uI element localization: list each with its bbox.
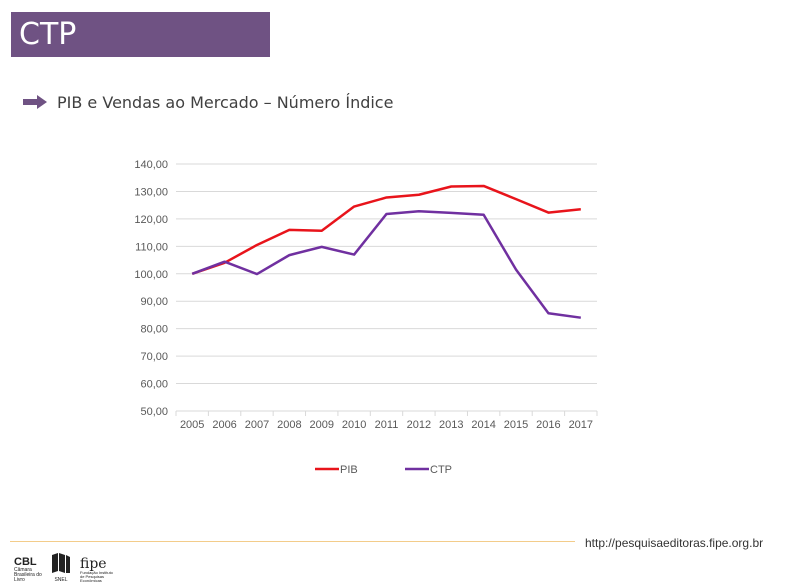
line-chart: 50,00 60,00 70,00 80,00 90,00 100,00 110,00 120… [134, 159, 598, 476]
x-tick-label: 2013 [439, 419, 463, 431]
fipe-logo: fipe Fundação Instituto de Pesquisas Eco… [80, 557, 114, 583]
y-tick-label: 140,00 [134, 159, 168, 171]
x-tick-label: 2011 [375, 419, 399, 431]
series-line-pib [191, 184, 581, 275]
cbl-logo: CBL Câmara Brasileira do Livro [14, 557, 42, 583]
cbl-logo-mark: CBL [14, 556, 37, 568]
x-tick-label: 2010 [342, 419, 366, 431]
fipe-logo-mark: fipe [80, 556, 107, 572]
arrow-right-icon [23, 95, 47, 109]
x-tick-label: 2012 [407, 419, 431, 431]
y-tick-label: 110,00 [135, 241, 168, 253]
footer-logos: CBL Câmara Brasileira do Livro SNEL fipe… [14, 549, 114, 583]
series-line-ctp [191, 209, 581, 319]
x-tick-label: 2007 [245, 419, 269, 431]
y-tick-label: 90,00 [140, 296, 168, 308]
cbl-logo-text: Câmara Brasileira do Livro [14, 567, 42, 583]
footer-url-link[interactable]: http://pesquisaeditoras.fipe.org.br [585, 536, 764, 550]
x-tick-label: 2009 [309, 419, 333, 431]
y-tick-label: 80,00 [140, 324, 168, 336]
x-tick-label: 2017 [569, 419, 593, 431]
legend-label-ctp: CTP [430, 464, 452, 476]
snel-logo-text: SNEL [54, 577, 67, 583]
subtitle-row: PIB e Vendas ao Mercado – Número Índice [23, 90, 393, 114]
y-tick-label: 70,00 [140, 351, 168, 363]
x-tick-label: 2008 [277, 419, 301, 431]
y-tick-label: 60,00 [140, 379, 168, 391]
x-tick-label: 2005 [180, 419, 204, 431]
page-title: CTP [11, 12, 270, 57]
y-tick-label: 100,00 [134, 269, 168, 281]
legend-label-pib: PIB [340, 464, 358, 476]
snel-logo: SNEL [52, 553, 70, 583]
footer-divider [10, 541, 575, 542]
y-tick-label: 130,00 [134, 186, 168, 198]
chart-subtitle: PIB e Vendas ao Mercado – Número Índice [57, 92, 394, 112]
x-tick-label: 2015 [504, 419, 528, 431]
fipe-logo-text: Fundação Instituto de Pesquisas Econômic… [80, 570, 113, 583]
x-tick-label: 2014 [471, 419, 495, 431]
y-tick-label: 120,00 [134, 214, 168, 226]
x-tick-label: 2016 [536, 419, 560, 431]
y-tick-label: 50,00 [140, 406, 168, 418]
x-tick-label: 2006 [212, 419, 236, 431]
